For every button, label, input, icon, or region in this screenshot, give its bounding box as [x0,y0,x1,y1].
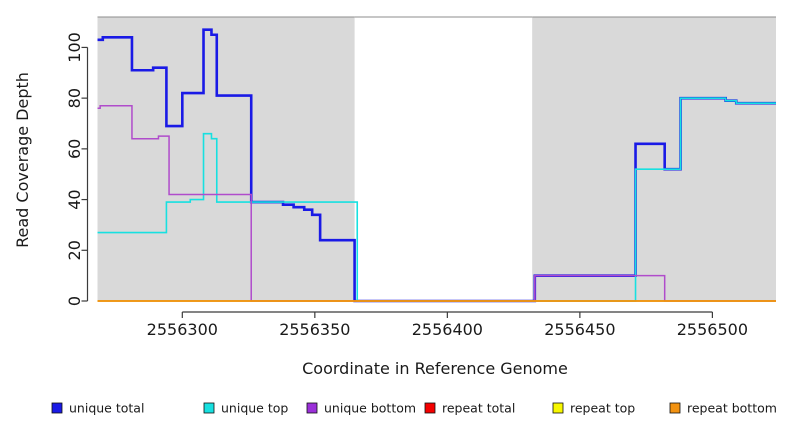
legend-label: repeat total [442,401,515,416]
chart-legend: unique total unique top unique bottom repea… [51,401,777,416]
shaded-bands [97,16,776,301]
legend-swatch-icon [306,402,318,414]
y-axis-tick-label: 100 [65,32,84,63]
legend-item: repeat bottom [669,401,777,416]
shaded-band [97,17,355,301]
legend-item: unique total [51,401,144,416]
y-axis-tick-label: 60 [65,139,84,159]
x-axis-tick-label: 2556350 [279,320,350,339]
shaded-band [532,17,776,301]
legend-label: unique bottom [324,401,416,416]
axes-group [81,46,713,318]
legend-swatch-icon [424,402,436,414]
legend-swatch-icon [203,402,215,414]
y-axis-tick-label: 40 [65,189,84,209]
legend-label: unique total [69,401,144,416]
series-line [97,28,776,303]
legend-label: unique top [221,401,288,416]
legend-swatch-icon [51,402,63,414]
y-axis-tick-label: 0 [65,296,84,306]
data-series-group [97,28,776,303]
legend-label: repeat top [570,401,635,416]
y-axis-tick-label: 20 [65,240,84,260]
x-axis-tick-label: 2556400 [412,320,483,339]
x-axis-tick-label: 2556500 [677,320,748,339]
legend-swatch-icon [669,402,681,414]
legend-item: repeat top [552,401,635,416]
x-axis-title: Coordinate in Reference Genome [302,359,568,378]
legend-item: unique bottom [306,401,416,416]
x-axis-tick-label: 2556300 [147,320,218,339]
legend-label: repeat bottom [687,401,777,416]
tick-labels-group: 0 20 40 60 80 100 2556300 2556350 2556400 2556450… [65,32,748,339]
legend-item: repeat total [424,401,515,416]
series-line [97,105,776,302]
y-axis-tick-label: 80 [65,88,84,108]
y-axis-title: Read Coverage Depth [13,72,32,248]
x-axis-tick-label: 2556450 [544,320,615,339]
series-line [97,97,776,302]
legend-item: unique top [203,401,288,416]
legend-swatch-icon [552,402,564,414]
